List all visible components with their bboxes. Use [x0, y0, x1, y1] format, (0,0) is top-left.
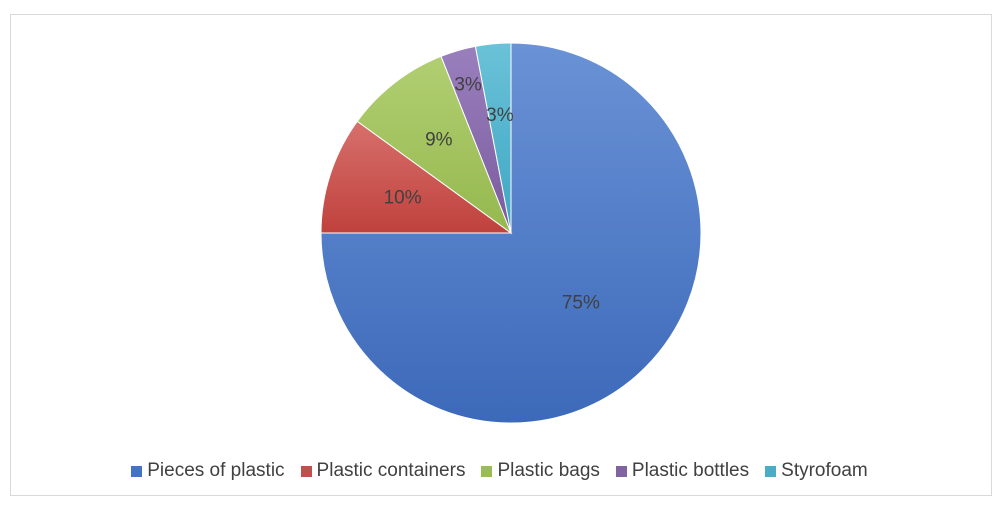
legend-swatch [615, 465, 627, 477]
data-label-styrofoam: 3% [486, 105, 514, 126]
legend-swatch [131, 465, 143, 477]
legend-label: Pieces of plastic [147, 460, 285, 481]
legend-label: Styrofoam [781, 460, 868, 481]
legend-item-plastic-bottles: Plastic bottles [615, 460, 750, 482]
data-label-plastic-containers: 10% [384, 187, 422, 208]
pie-slice-plastic-bags [356, 55, 513, 235]
legend-item-plastic-containers: Plastic containers [300, 460, 466, 482]
legend-label: Plastic bottles [631, 460, 750, 481]
legend-item-plastic-bags: Plastic bags [481, 460, 600, 482]
pie-slice-plastic-containers [320, 120, 513, 234]
legend-label: Plastic bags [497, 460, 600, 481]
pie-slice-styrofoam [474, 42, 512, 234]
data-label-pieces-of-plastic: 75% [562, 292, 600, 313]
legend: Pieces of plastic Plastic containers Plast… [0, 460, 999, 482]
legend-swatch [300, 465, 312, 477]
legend-swatch [481, 465, 493, 477]
legend-swatch [765, 465, 777, 477]
legend-item-pieces-of-plastic: Pieces of plastic [131, 460, 285, 482]
legend-label: Plastic containers [316, 460, 466, 481]
data-label-plastic-bags: 9% [425, 129, 453, 150]
data-label-plastic-bottles: 3% [454, 75, 482, 96]
legend-item-styrofoam: Styrofoam [765, 460, 868, 482]
